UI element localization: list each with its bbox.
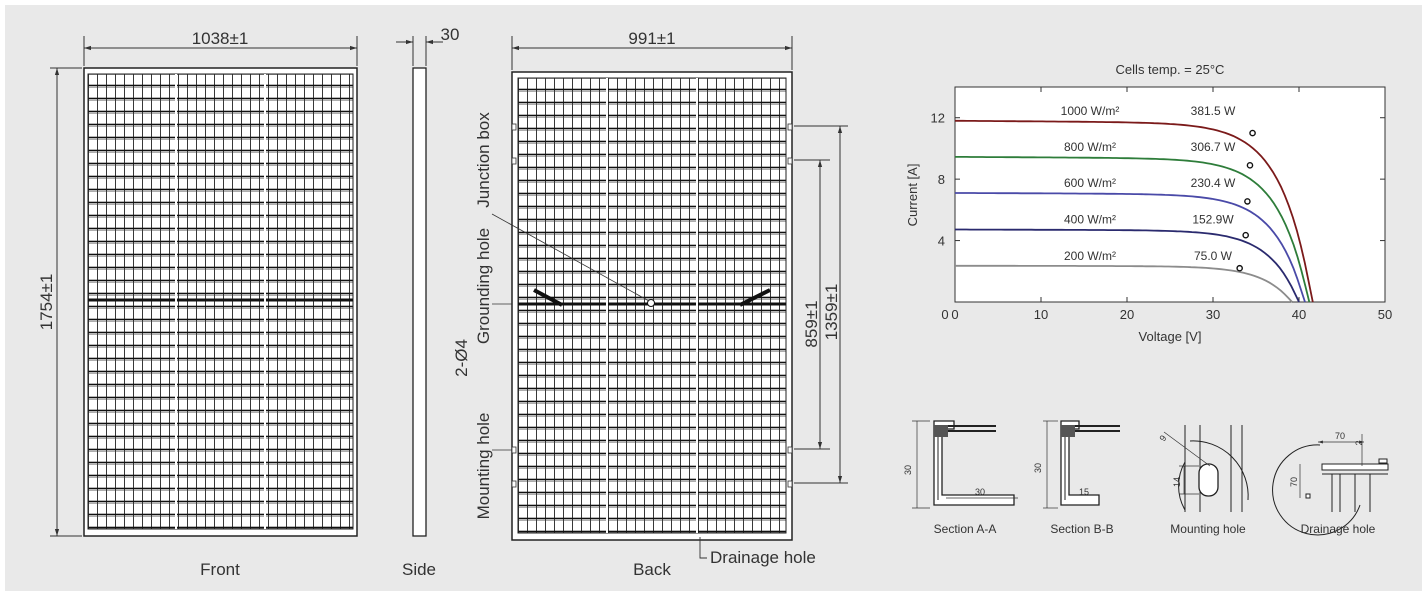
iv-curve-series: [955, 228, 1300, 303]
mounting-hole-label: Mounting hole: [474, 413, 493, 520]
drain-dim-h: 70: [1289, 477, 1299, 487]
series-power-label: 381.5 W: [1191, 104, 1236, 118]
front-height-dimension: 1754±1: [37, 67, 82, 537]
chart-title: Cells temp. = 25°C: [1116, 62, 1225, 77]
section-a-dim-w: 30: [975, 487, 985, 497]
series-name-label: 400 W/m²: [1064, 213, 1116, 227]
iv-curve-series: [955, 192, 1306, 303]
back-width-text: 991±1: [628, 29, 675, 48]
junction-box-marker: [647, 299, 655, 307]
back-view: [511, 71, 793, 541]
x-tick-label: 10: [1034, 307, 1048, 322]
back-1359-dimension: 1359±1: [794, 125, 848, 484]
drainage-leader: [699, 537, 707, 559]
series-power-label: 230.4 W: [1191, 176, 1236, 190]
x-tick-label: 30: [1206, 307, 1220, 322]
mount-label: Mounting hole: [1170, 522, 1246, 536]
side-view: 30: [396, 25, 460, 537]
grounding-prefix-label: 2-Ø4: [452, 339, 471, 377]
front-width-text: 1038±1: [192, 29, 249, 48]
back-label: Back: [633, 560, 671, 579]
section-b-dim-w: 15: [1079, 487, 1089, 497]
y-tick-label: 12: [931, 111, 945, 126]
grounding-hole-label: Grounding hole: [474, 228, 493, 344]
front-height-text: 1754±1: [37, 274, 56, 331]
series-name-label: 1000 W/m²: [1061, 104, 1120, 118]
mpp-point: [1242, 231, 1249, 239]
y-tick-label: 4: [938, 234, 945, 249]
back-width-dimension: 991±1: [511, 29, 793, 70]
mounting-hole-detail: 9 14 Mounting hole: [1157, 425, 1249, 536]
dim-1359-text: 1359±1: [822, 284, 841, 341]
iv-chart: Cells temp. = 25°C Voltage [V] Current […: [905, 62, 1392, 344]
x-tick-label: 20: [1120, 307, 1134, 322]
series-name-label: 800 W/m²: [1064, 140, 1116, 154]
junction-box-label: Junction box: [474, 112, 493, 208]
drainage-hole-detail: 70 70 2 Drainage hole: [1272, 431, 1389, 536]
drain-label: Drainage hole: [1301, 522, 1376, 536]
x-tick-label: 0: [951, 307, 958, 322]
x-tick-label: 40: [1292, 307, 1306, 322]
mpp-point: [1246, 162, 1254, 169]
back-859-dimension: 859±1: [794, 159, 830, 450]
mpp-point: [1244, 198, 1251, 205]
side-label: Side: [402, 560, 436, 579]
y-tick-label: 8: [938, 172, 945, 187]
drain-dim-w: 70: [1335, 431, 1345, 441]
iv-curve-series: [955, 155, 1311, 303]
iv-curve-series: [955, 264, 1293, 303]
section-b-label: Section B-B: [1050, 522, 1113, 536]
section-a-label: Section A-A: [934, 522, 997, 536]
mount-dim-h: 14: [1172, 477, 1182, 487]
junction-leader: [491, 213, 650, 302]
front-label: Front: [200, 560, 240, 579]
origin-label: 0: [941, 307, 948, 322]
front-width-dimension: 1038±1: [83, 29, 358, 66]
section-b-dim-h: 30: [1033, 463, 1043, 473]
series-power-label: 306.7 W: [1191, 140, 1236, 154]
section-a-dim-h: 30: [903, 465, 913, 475]
series-power-label: 75.0 W: [1194, 249, 1233, 263]
mount-dim-d: 9: [1157, 433, 1168, 443]
side-thickness-text: 30: [441, 25, 460, 44]
section-b-b: 30 15 Section B-B: [1033, 420, 1120, 536]
dim-859-text: 859±1: [802, 300, 821, 347]
drain-dim-s: 2: [1354, 440, 1364, 445]
series-name-label: 200 W/m²: [1064, 249, 1116, 263]
drainage-hole-label: Drainage hole: [710, 548, 816, 567]
mpp-point: [1236, 264, 1243, 272]
mpp-point: [1249, 129, 1256, 137]
section-a-a: 30 30 Section A-A: [903, 420, 1018, 536]
series-name-label: 600 W/m²: [1064, 176, 1116, 190]
x-tick-label: 50: [1378, 307, 1392, 322]
iv-curve-series: [955, 119, 1314, 303]
chart-xlabel: Voltage [V]: [1139, 329, 1202, 344]
front-view: [83, 67, 358, 537]
chart-ylabel: Current [A]: [905, 164, 920, 227]
series-power-label: 152.9W: [1192, 213, 1234, 227]
